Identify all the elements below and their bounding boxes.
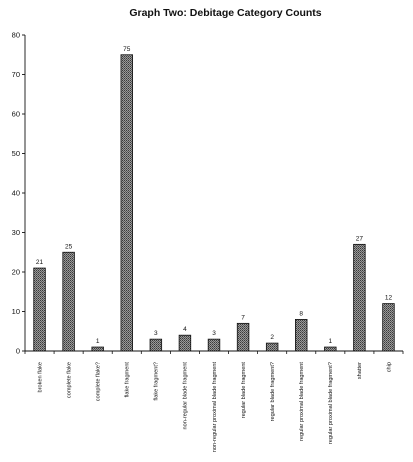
bar <box>62 251 75 352</box>
category-label: complete flake? <box>95 362 101 401</box>
data-label: 2 <box>270 334 274 341</box>
bar <box>382 303 395 352</box>
y-tick-label: 20 <box>12 268 20 277</box>
data-label: 1 <box>96 338 100 345</box>
y-tick-label: 0 <box>16 347 20 356</box>
bar <box>33 267 46 352</box>
data-label: 27 <box>356 235 364 242</box>
category-label: regular blade fragment? <box>270 362 276 421</box>
y-tick-label: 40 <box>12 189 20 198</box>
category-label: flake fragment <box>125 362 131 398</box>
bar <box>207 338 221 352</box>
y-tick-label: 60 <box>12 110 20 119</box>
bar <box>236 322 250 352</box>
category-label: non-regular blade fragment <box>183 362 189 430</box>
bar <box>265 342 279 352</box>
category-label: chip <box>386 362 392 372</box>
category-label: regular blade fragment <box>241 362 247 419</box>
bar <box>178 334 192 352</box>
bar <box>91 346 104 352</box>
chart-title: Graph Two: Debitage Category Counts <box>129 7 322 19</box>
data-label: 8 <box>299 310 303 317</box>
x-axis <box>24 350 404 354</box>
data-labels: 21 25 1 75 3 4 3 7 2 8 1 27 12 <box>36 46 393 345</box>
data-label: 4 <box>183 326 187 333</box>
bars <box>33 54 395 352</box>
y-tick-label: 70 <box>12 70 20 79</box>
data-label: 21 <box>36 259 44 266</box>
y-tick-label: 80 <box>12 31 20 40</box>
bar <box>295 318 308 352</box>
category-label: non-regular proximal blade fragment <box>212 362 218 453</box>
bar <box>353 243 366 352</box>
data-label: 3 <box>212 330 216 337</box>
y-tick-label: 10 <box>12 307 20 316</box>
category-label: complete flake <box>66 362 72 398</box>
data-label: 3 <box>154 330 158 337</box>
data-label: 75 <box>123 46 131 53</box>
y-axis: 0 10 20 30 40 50 60 70 80 <box>12 31 26 356</box>
bar <box>149 338 163 352</box>
y-tick-label: 50 <box>12 149 20 158</box>
category-label: shatter <box>357 362 363 379</box>
bar <box>120 54 133 352</box>
category-label: flake fragment? <box>154 362 160 401</box>
category-label: broken flake <box>37 362 43 392</box>
category-label: regular proximal blade fragment? <box>328 362 334 444</box>
bar <box>324 346 337 352</box>
data-label: 12 <box>385 295 393 302</box>
data-label: 1 <box>328 338 332 345</box>
category-labels: broken flake complete flake complete flake… <box>37 362 392 453</box>
category-label: regular proximal blade fragment <box>299 362 305 441</box>
data-label: 25 <box>65 243 73 250</box>
y-tick-label: 30 <box>12 228 20 237</box>
data-label: 7 <box>241 314 245 321</box>
